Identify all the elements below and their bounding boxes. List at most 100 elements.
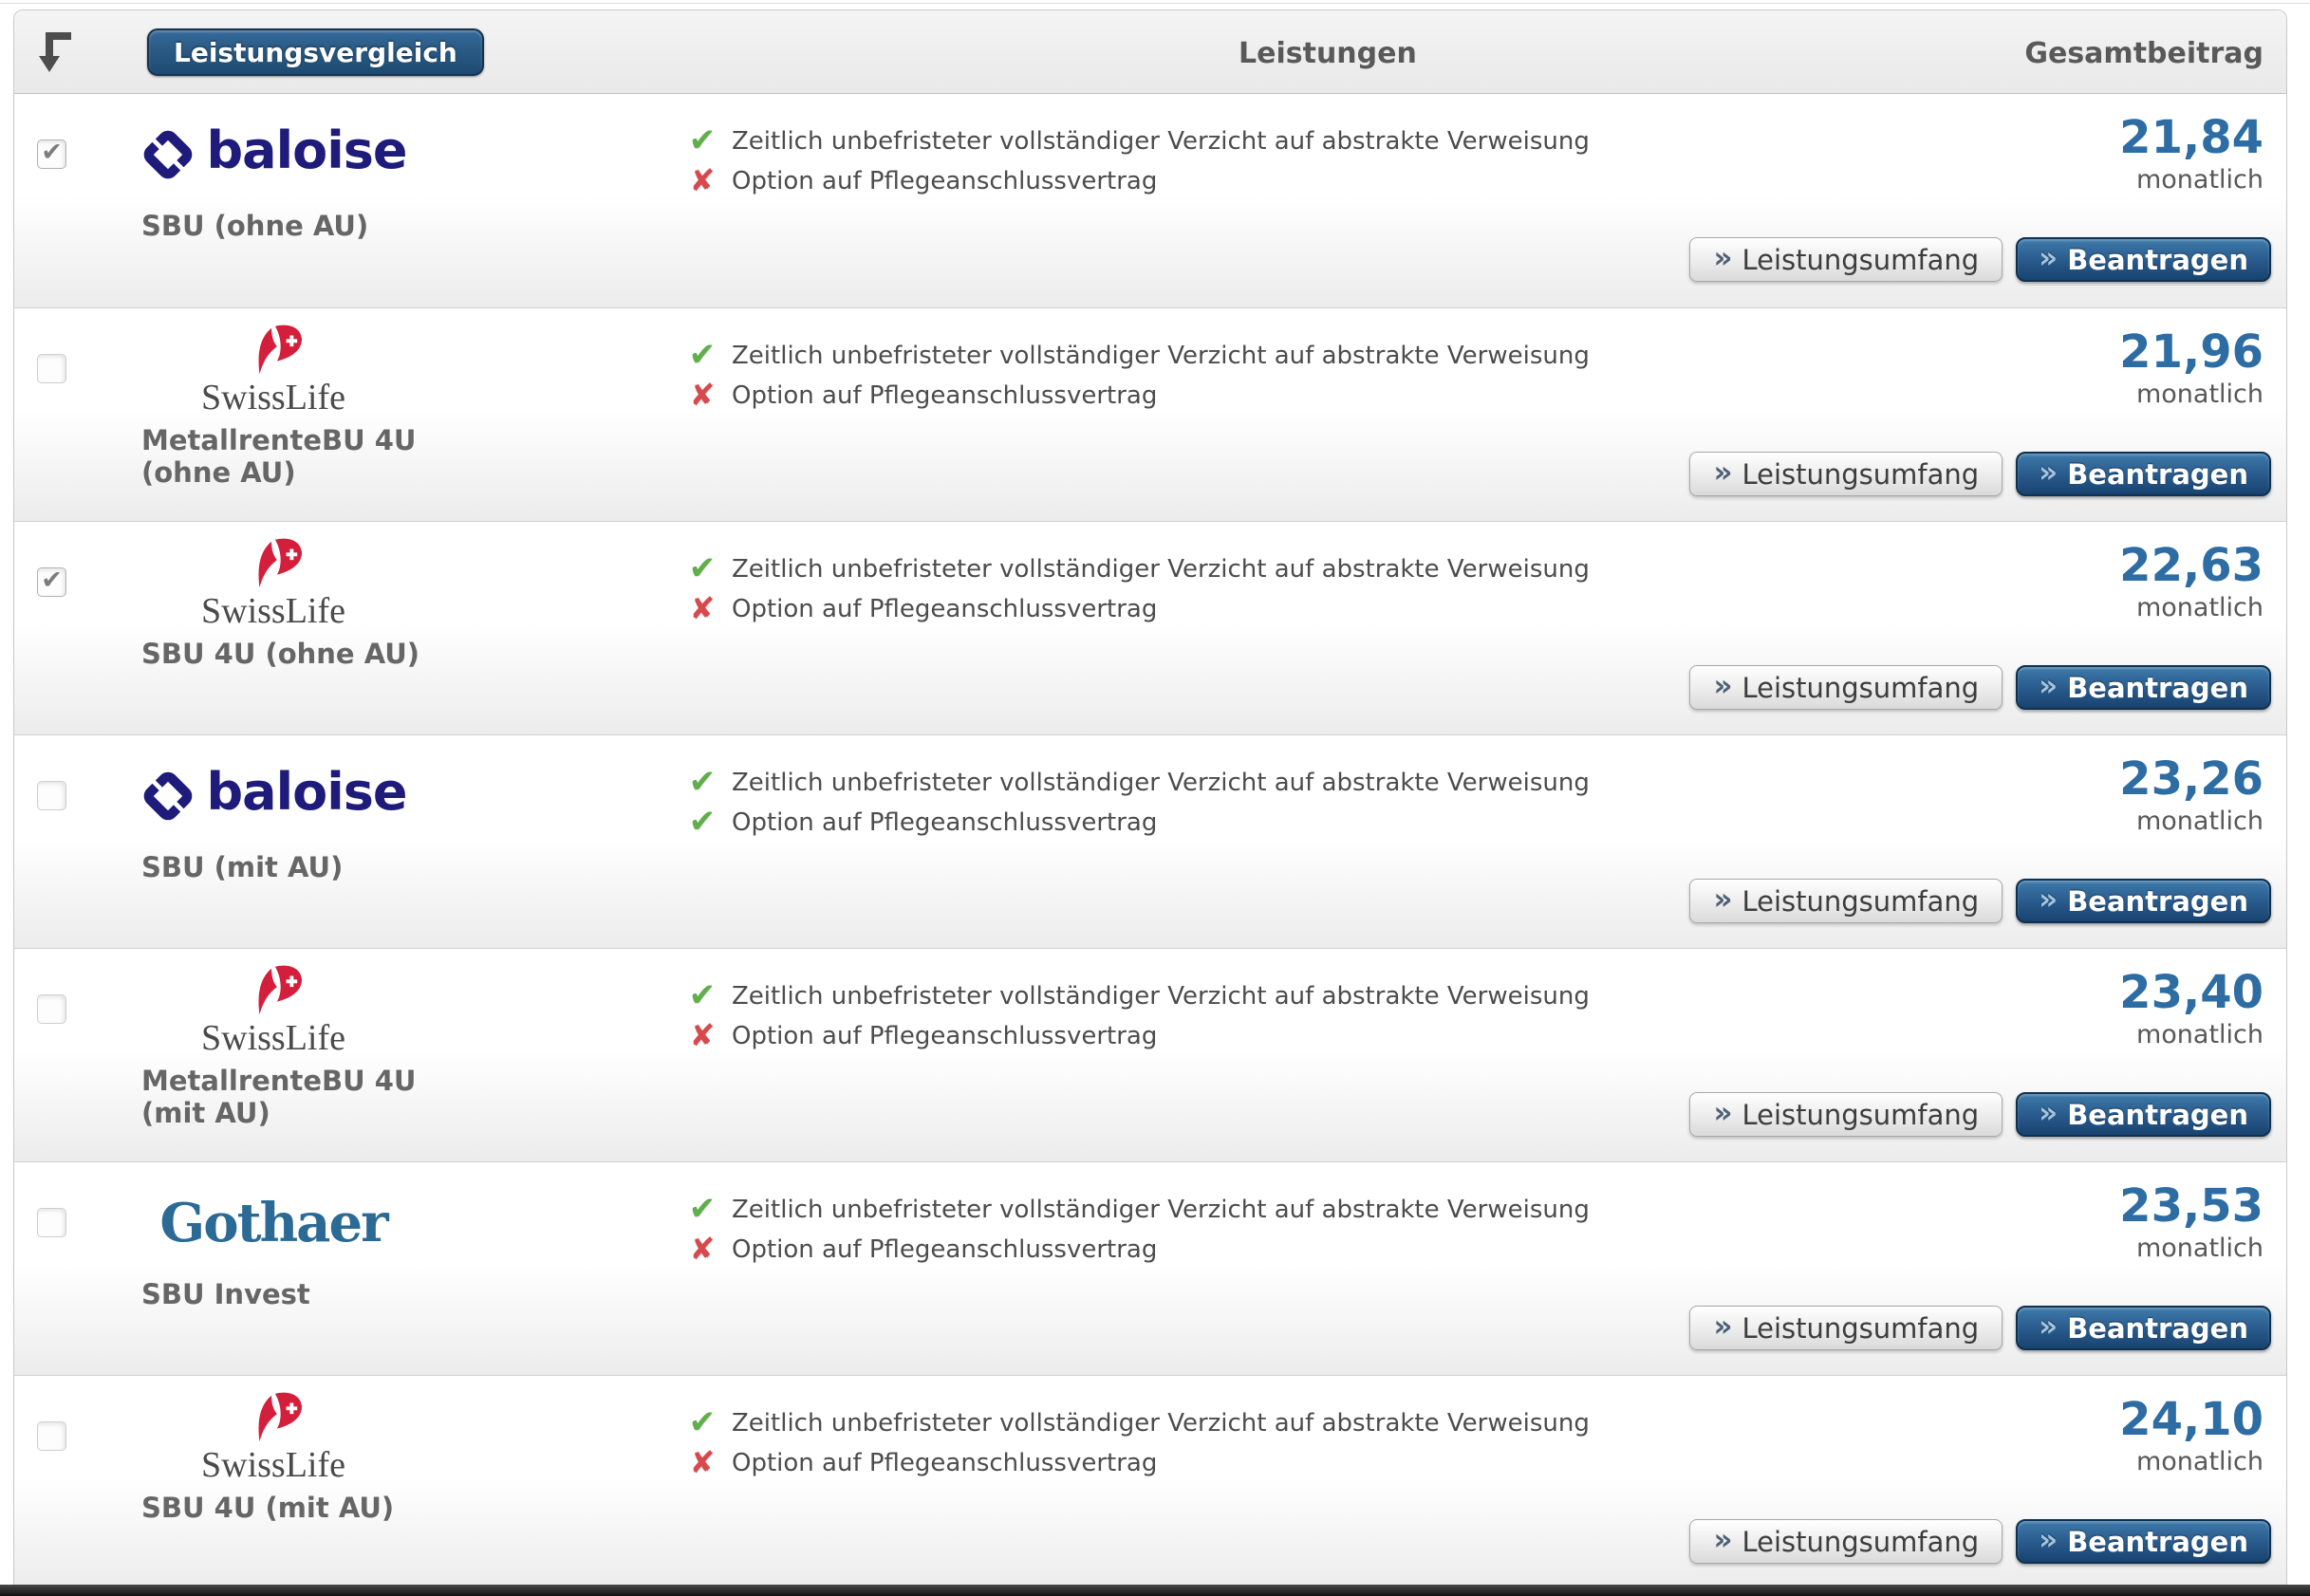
page-top-divider — [0, 3, 2310, 4]
baloise-diamond-icon — [143, 130, 192, 179]
chevron-right-icon: » — [2039, 1308, 2059, 1344]
baloise-wordmark: baloise — [206, 121, 408, 180]
leistungsumfang-button[interactable]: » Leistungsumfang — [1689, 237, 2003, 282]
swisslife-flag-icon — [258, 1392, 303, 1442]
feature-item: ✘ Option auf Pflegeanschlussvertrag — [684, 1017, 1590, 1057]
feature-item: ✔ Zeitlich unbefristeter vollständiger V… — [684, 1191, 1590, 1231]
feature-list: ✔ Zeitlich unbefristeter vollständiger V… — [684, 337, 1590, 417]
sort-icon[interactable] — [35, 28, 77, 81]
rows: ✔ baloise — [14, 94, 2286, 1587]
leistungsumfang-button[interactable]: » Leistungsumfang — [1689, 1092, 2003, 1137]
swisslife-flag-icon — [258, 965, 303, 1015]
price-cell: 23,26 monatlich — [2119, 754, 2263, 836]
brand-cell: SwissLife SwissLife SwissLife SBU 4U (oh… — [126, 533, 420, 670]
swisslife-wordmark: SwissLife — [201, 1018, 345, 1059]
price-cell: 21,84 monatlich — [2119, 113, 2263, 195]
feature-text: Zeitlich unbefristeter vollständiger Ver… — [732, 127, 1590, 156]
swisslife-flag-icon — [258, 538, 303, 588]
leistungsumfang-label: Leistungsumfang — [1742, 1311, 1980, 1345]
row-actions: » Leistungsumfang » Beantragen — [1689, 237, 2271, 282]
product-name: SBU (ohne AU) — [141, 210, 369, 242]
product-name: SBU 4U (ohne AU) — [141, 638, 420, 670]
feature-item: ✔ Zeitlich unbefristeter vollständiger V… — [684, 337, 1590, 377]
row-checkbox[interactable]: ✔ — [37, 354, 66, 383]
beantragen-button[interactable]: » Beantragen — [2016, 1519, 2271, 1564]
chevron-right-icon: » — [2039, 668, 2059, 703]
brand-cell: SwissLife SwissLife SwissLife Metallrent… — [126, 960, 420, 1129]
chevron-right-icon: » — [1713, 882, 1733, 917]
row-checkbox[interactable]: ✔ — [37, 781, 66, 810]
leistungsumfang-button[interactable]: » Leistungsumfang — [1689, 1519, 2003, 1564]
beantragen-label: Beantragen — [2067, 1311, 2248, 1345]
chevron-right-icon: » — [1713, 455, 1733, 490]
check-icon: ✔ — [688, 549, 717, 587]
feature-list: ✔ Zeitlich unbefristeter vollständiger V… — [684, 122, 1590, 202]
leistungsumfang-button[interactable]: » Leistungsumfang — [1689, 1306, 2003, 1350]
price: 23,26 — [2119, 752, 2263, 806]
chevron-right-icon: » — [2039, 1522, 2059, 1557]
feature-item: ✔ Option auf Pflegeanschlussvertrag — [684, 804, 1590, 844]
swisslife-wordmark: SwissLife — [201, 378, 345, 418]
swisslife-logo: SwissLife — [201, 321, 345, 418]
feature-item: ✘ Option auf Pflegeanschlussvertrag — [684, 377, 1590, 417]
feature-text: Option auf Pflegeanschlussvertrag — [732, 381, 1158, 410]
check-icon: ✔ — [688, 336, 717, 374]
chevron-right-icon: » — [2039, 1095, 2059, 1130]
beantragen-label: Beantragen — [2067, 1098, 2248, 1131]
feature-text: Option auf Pflegeanschlussvertrag — [732, 808, 1158, 837]
leistungsumfang-button[interactable]: » Leistungsumfang — [1689, 452, 2003, 496]
brand-logo: SwissLife SwissLife SwissLife — [126, 1387, 420, 1486]
check-icon: ✔ — [688, 763, 717, 801]
beantragen-label: Beantragen — [2067, 884, 2248, 918]
row-actions: » Leistungsumfang » Beantragen — [1689, 1519, 2271, 1564]
chevron-right-icon: » — [1713, 1522, 1733, 1557]
price: 22,63 — [2119, 539, 2263, 592]
beantragen-button[interactable]: » Beantragen — [2016, 237, 2271, 282]
feature-item: ✔ Zeitlich unbefristeter vollständiger V… — [684, 764, 1590, 804]
feature-item: ✘ Option auf Pflegeanschlussvertrag — [684, 590, 1590, 630]
cross-icon: ✘ — [689, 1231, 716, 1267]
brand-logo: Gothaer Gothaer Gothaer — [126, 1174, 420, 1272]
beantragen-button[interactable]: » Beantragen — [2016, 665, 2271, 710]
feature-list: ✔ Zeitlich unbefristeter vollständiger V… — [684, 764, 1590, 844]
beantragen-button[interactable]: » Beantragen — [2016, 1306, 2271, 1350]
price-period: monatlich — [2135, 379, 2263, 409]
row-checkbox[interactable]: ✔ — [37, 1421, 66, 1451]
chevron-right-icon: » — [1713, 668, 1733, 703]
beantragen-button[interactable]: » Beantragen — [2016, 452, 2271, 496]
product-row: ✔ baloise — [14, 734, 2286, 948]
column-header-leistungen: Leistungen — [1239, 37, 1417, 70]
feature-list: ✔ Zeitlich unbefristeter vollständiger V… — [684, 1191, 1590, 1271]
price-cell: 23,53 monatlich — [2119, 1181, 2263, 1263]
price-cell: 23,40 monatlich — [2119, 968, 2263, 1049]
row-actions: » Leistungsumfang » Beantragen — [1689, 879, 2271, 923]
product-row: ✔ SwissLife — [14, 1375, 2286, 1587]
row-checkbox[interactable]: ✔ — [37, 994, 66, 1024]
feature-item: ✘ Option auf Pflegeanschlussvertrag — [684, 162, 1590, 202]
product-row: ✔ baloise — [14, 94, 2286, 307]
leistungsumfang-label: Leistungsumfang — [1742, 457, 1980, 491]
chevron-right-icon: » — [2039, 455, 2059, 490]
product-row: ✔ Gothaer — [14, 1161, 2286, 1375]
product-name: MetallrenteBU 4U (ohne AU) — [141, 424, 417, 489]
beantragen-button[interactable]: » Beantragen — [2016, 879, 2271, 923]
product-name: SBU Invest — [141, 1278, 310, 1310]
row-checkbox[interactable]: ✔ — [37, 566, 66, 597]
price: 24,10 — [2119, 1393, 2263, 1446]
leistungsumfang-button[interactable]: » Leistungsumfang — [1689, 665, 2003, 710]
leistungsvergleich-button[interactable]: Leistungsvergleich — [147, 28, 484, 76]
check-icon: ✔ — [688, 121, 717, 159]
brand-cell: SwissLife SwissLife SwissLife SBU 4U (mi… — [126, 1387, 420, 1524]
baloise-logo: baloise — [140, 121, 408, 182]
cross-icon: ✘ — [689, 590, 716, 626]
beantragen-button[interactable]: » Beantragen — [2016, 1092, 2271, 1137]
row-checkbox[interactable]: ✔ — [37, 1208, 66, 1237]
row-checkbox[interactable]: ✔ — [37, 138, 66, 169]
feature-text: Option auf Pflegeanschlussvertrag — [732, 1449, 1158, 1477]
leistungsumfang-label: Leistungsumfang — [1742, 1098, 1980, 1131]
brand-logo: SwissLife SwissLife SwissLife — [126, 960, 420, 1059]
product-name: MetallrenteBU 4U (mit AU) — [141, 1065, 417, 1129]
leistungsumfang-button[interactable]: » Leistungsumfang — [1689, 879, 2003, 923]
chevron-right-icon: » — [2039, 240, 2059, 275]
swisslife-logo: SwissLife — [201, 534, 345, 631]
